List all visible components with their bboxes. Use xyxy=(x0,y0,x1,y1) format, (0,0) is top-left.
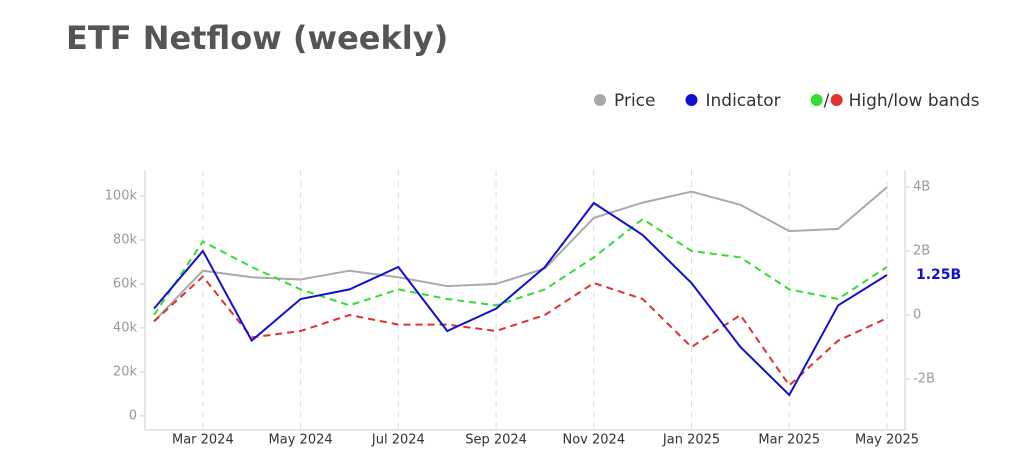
indicator-line xyxy=(153,201,888,397)
y-tick-label: 100k xyxy=(105,188,138,203)
legend-separator: / xyxy=(824,91,830,111)
price-line xyxy=(153,186,888,322)
x-tick-label: Mar 2025 xyxy=(758,433,820,448)
x-tick-label: Sep 2024 xyxy=(465,433,527,448)
x-tick-label: Mar 2024 xyxy=(172,433,234,448)
legend-label: High/low bands xyxy=(849,91,980,111)
x-tick-label: Jan 2025 xyxy=(662,433,720,448)
x-tick-label: Nov 2024 xyxy=(563,433,626,448)
chart-title: ETF Netflow (weekly) xyxy=(66,19,448,57)
legend-dot xyxy=(810,94,823,106)
y-tick-label: 40k xyxy=(113,320,138,335)
x-tick-label: May 2025 xyxy=(855,433,919,448)
y2-tick-label: 4B xyxy=(913,179,930,194)
legend-label: Indicator xyxy=(705,91,780,111)
y-tick-label: 0 xyxy=(129,408,137,423)
x-tick-label: Jul 2024 xyxy=(371,433,425,448)
y2-tick-label: -2B xyxy=(913,372,935,387)
y2-tick-label: 2B xyxy=(913,243,930,258)
legend-dot xyxy=(594,94,606,106)
y-tick-label: 20k xyxy=(113,364,138,379)
legend-label: Price xyxy=(614,91,655,111)
y-tick-label: 80k xyxy=(113,232,138,247)
legend-dot xyxy=(830,94,843,106)
legend-dot xyxy=(685,94,698,106)
high-band xyxy=(153,217,888,316)
y2-tick-label: 0 xyxy=(913,308,921,323)
low-band xyxy=(153,275,888,387)
y-tick-label: 60k xyxy=(113,276,138,291)
value-label: 1.25B xyxy=(916,267,961,283)
x-tick-label: May 2024 xyxy=(269,433,333,448)
